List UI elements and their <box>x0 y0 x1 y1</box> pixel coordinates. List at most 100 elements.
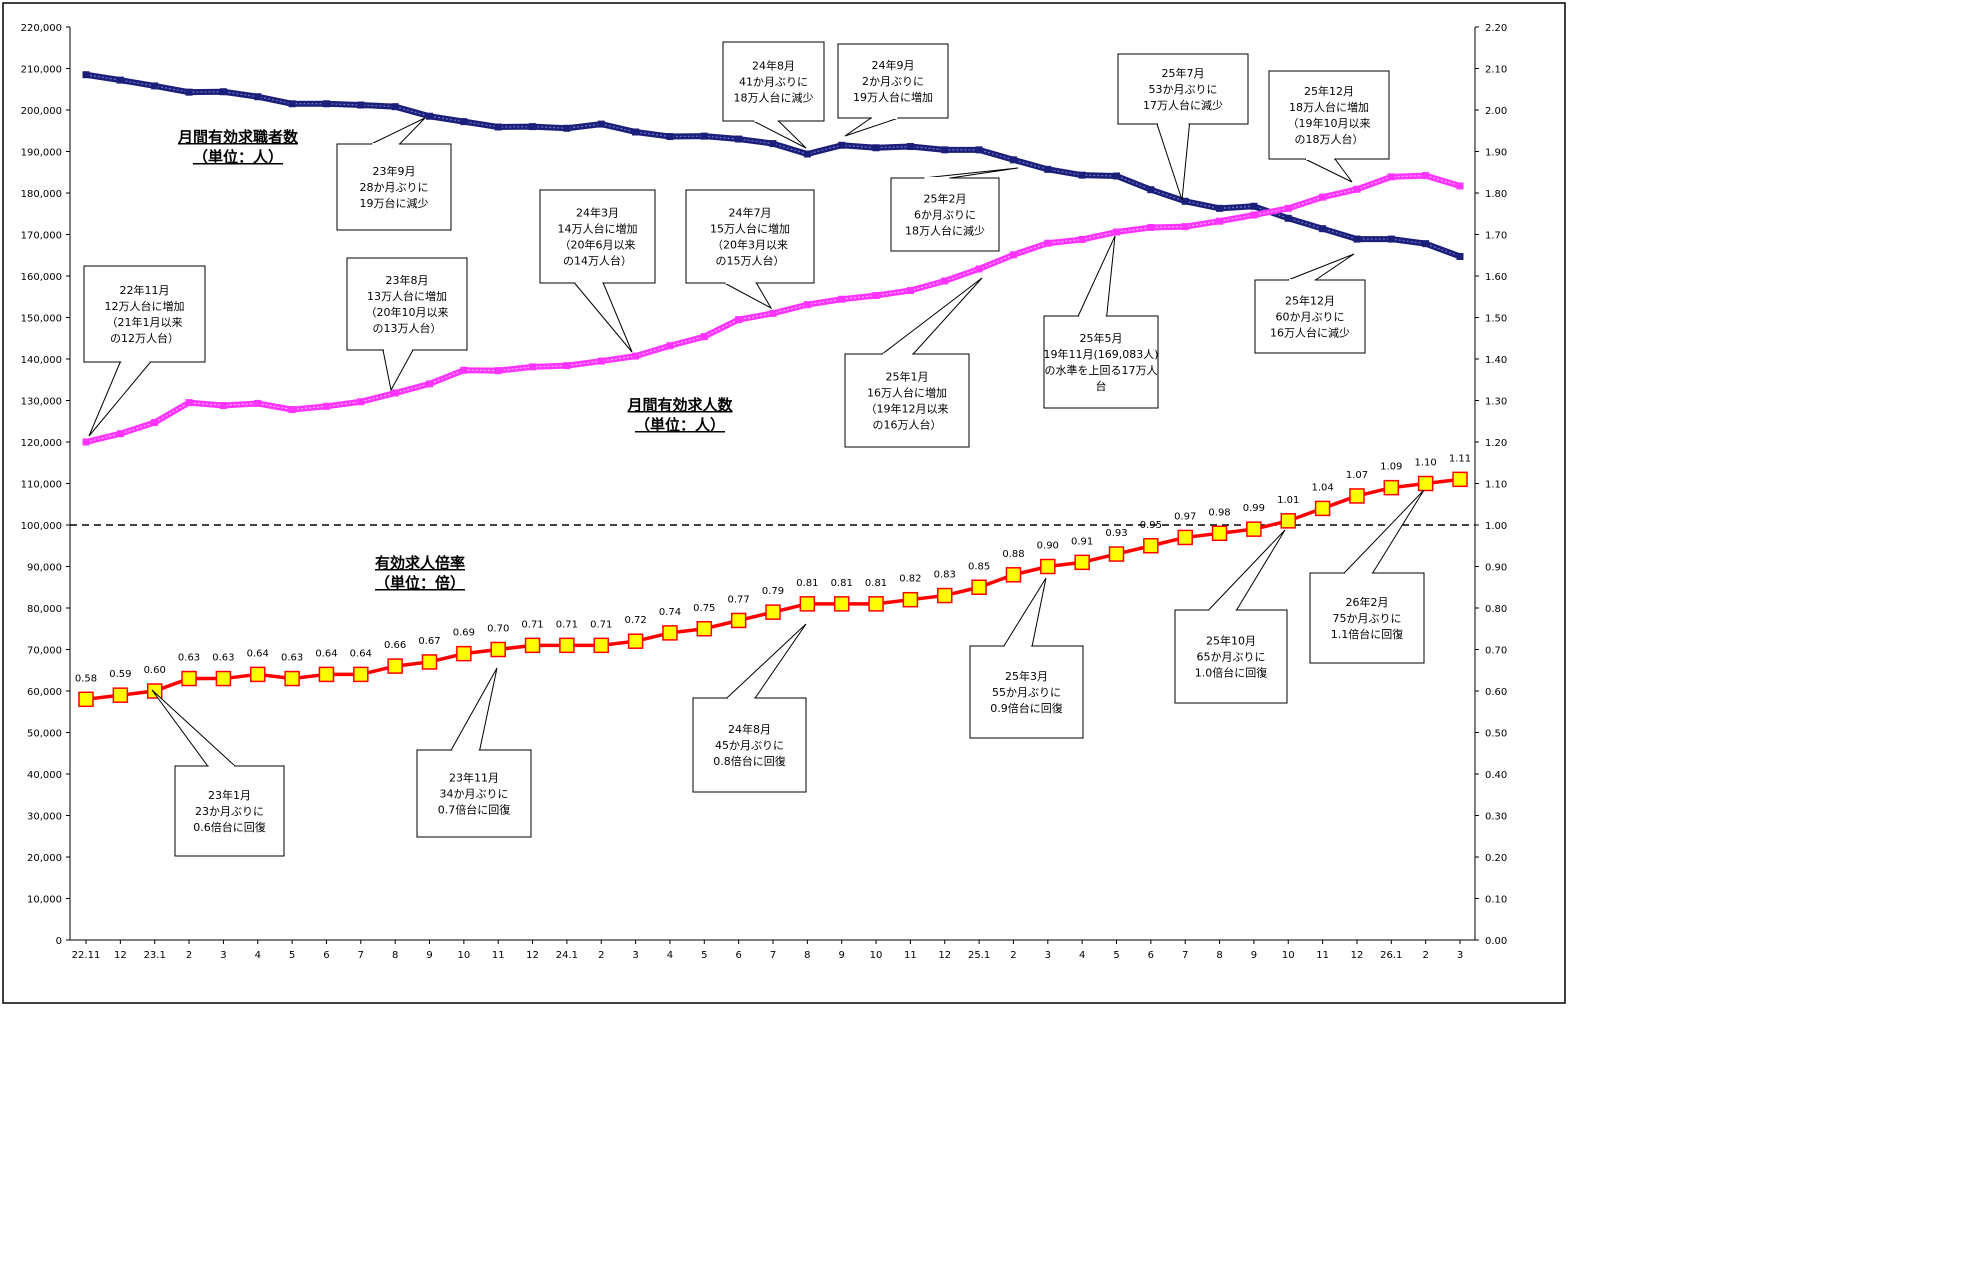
point-job-openings <box>735 316 743 324</box>
annotation-callout: 25年10月 65か月ぶりに 1.0倍台に回復 <box>1174 529 1288 704</box>
callout-text-line: 18万人台に減少 <box>905 224 985 238</box>
point-ratio <box>1177 529 1193 546</box>
point-job-openings <box>391 389 399 397</box>
x-tick-label: 8 <box>392 950 398 961</box>
callout-box <box>1268 70 1390 160</box>
ratio-data-label: 1.07 <box>1346 470 1368 481</box>
point-ratio <box>1417 475 1434 492</box>
axes: 0 0.00 10,000 0.10 20,000 0.20 30,000 0.30 40,00… <box>21 23 1508 961</box>
point-ratio <box>215 670 232 687</box>
point-ratio <box>353 666 369 683</box>
ratio-data-label: 0.93 <box>1105 528 1127 539</box>
x-tick-label: 26.1 <box>1380 950 1402 961</box>
point-job-openings <box>1353 185 1361 193</box>
right-tick-label: 1.80 <box>1485 189 1507 200</box>
x-tick-label: 9 <box>839 950 845 961</box>
point-ratio <box>937 587 953 604</box>
point-job-seekers <box>460 118 468 126</box>
callout-text-line: 22年11月 <box>120 283 170 297</box>
x-tick-label: 2 <box>1010 950 1016 961</box>
right-tick-label: 1.60 <box>1485 272 1507 283</box>
x-tick-label: 12 <box>938 950 951 961</box>
x-tick-label: 3 <box>220 950 226 961</box>
point-job-openings <box>1078 235 1086 243</box>
callout-text-line: 25年5月 <box>1080 331 1123 345</box>
callout-text-line: 25年12月 <box>1304 84 1354 98</box>
annotation-callout: 25年2月 6か月ぶりに 18万人台に減少 <box>890 167 1019 252</box>
point-ratio <box>662 625 678 641</box>
callout-text-line: （19年12月以来 <box>866 402 949 416</box>
point-ratio <box>490 641 506 658</box>
point-job-seekers <box>322 100 330 108</box>
x-tick-label: 6 <box>323 950 329 961</box>
right-tick-label: 1.90 <box>1485 148 1507 159</box>
point-ratio <box>1452 471 1468 488</box>
ratio-data-label: 0.63 <box>281 653 303 664</box>
callout-text-line: （21年1月以来 <box>107 315 183 329</box>
point-ratio <box>146 683 163 699</box>
point-job-openings <box>941 277 949 285</box>
annotation-callout: 23年11月 34か月ぶりに 0.7倍台に回復 <box>416 667 532 838</box>
point-job-openings <box>322 402 330 410</box>
callout-text-line: 19万台に減少 <box>360 196 429 210</box>
callout-text-line: 25年1月 <box>886 370 929 384</box>
annotation-callout: 26年2月 75か月ぶりに 1.1倍台に回復 <box>1309 489 1425 664</box>
point-job-openings <box>357 398 365 406</box>
callout-text-line: 34か月ぶりに <box>440 788 509 801</box>
x-tick-label: 11 <box>1316 950 1329 961</box>
point-job-seekers <box>803 150 811 158</box>
point-ratio <box>1108 546 1125 562</box>
point-job-openings <box>872 292 880 300</box>
point-ratio <box>387 658 403 674</box>
callout-text-line: 1.0倍台に回復 <box>1195 666 1268 680</box>
x-tick-label: 5 <box>701 950 707 961</box>
series-title-line2: （単位：人） <box>193 148 283 166</box>
x-tick-label: 9 <box>1251 950 1257 961</box>
callout-text-line: 25年12月 <box>1285 294 1335 308</box>
left-tick-label: 10,000 <box>27 895 62 906</box>
point-job-seekers <box>1044 165 1052 173</box>
point-job-openings <box>1009 251 1017 259</box>
point-ratio <box>1246 521 1262 537</box>
callout-text-line: の16万人台） <box>873 418 942 432</box>
ratio-data-label: 0.79 <box>762 586 784 597</box>
ratio-data-label: 0.64 <box>247 648 269 659</box>
right-tick-label: 2.00 <box>1485 106 1507 117</box>
point-job-openings <box>597 357 605 365</box>
callout-text-line: 53か月ぶりに <box>1149 83 1218 96</box>
ratio-data-label: 0.71 <box>556 619 578 630</box>
callout-text-line: 25年3月 <box>1005 669 1048 683</box>
point-job-openings <box>975 265 983 273</box>
point-job-seekers <box>632 128 640 136</box>
point-job-seekers <box>941 146 949 154</box>
callout-text-line: （20年6月以来 <box>560 238 636 252</box>
callout-box <box>336 143 452 231</box>
point-job-seekers <box>735 135 743 143</box>
ratio-data-label: 0.63 <box>212 653 234 664</box>
callout-text-line: 24年3月 <box>576 206 619 220</box>
callout-text-line: 台 <box>1096 379 1107 393</box>
x-tick-label: 9 <box>426 950 432 961</box>
callout-pointer <box>1207 529 1286 611</box>
left-tick-label: 200,000 <box>21 106 62 117</box>
x-tick-label: 6 <box>735 950 741 961</box>
callout-box <box>890 177 1000 252</box>
right-tick-label: 1.20 <box>1485 438 1507 449</box>
x-tick-label: 4 <box>667 950 673 961</box>
left-tick-label: 190,000 <box>21 148 62 159</box>
x-tick-label: 8 <box>1216 950 1222 961</box>
ratio-data-label: 0.59 <box>109 669 131 680</box>
point-job-seekers <box>1387 235 1395 243</box>
point-job-openings <box>700 333 708 341</box>
callout-text-line: 65か月ぶりに <box>1197 651 1266 664</box>
x-tick-label: 6 <box>1148 950 1154 961</box>
x-tick-label: 10 <box>1282 950 1295 961</box>
point-job-openings <box>529 363 537 371</box>
x-tick-label: 3 <box>1457 950 1463 961</box>
point-job-openings <box>494 367 502 375</box>
right-tick-label: 2.20 <box>1485 23 1507 34</box>
x-tick-label: 2 <box>598 950 604 961</box>
ratio-data-label: 0.74 <box>659 607 681 618</box>
